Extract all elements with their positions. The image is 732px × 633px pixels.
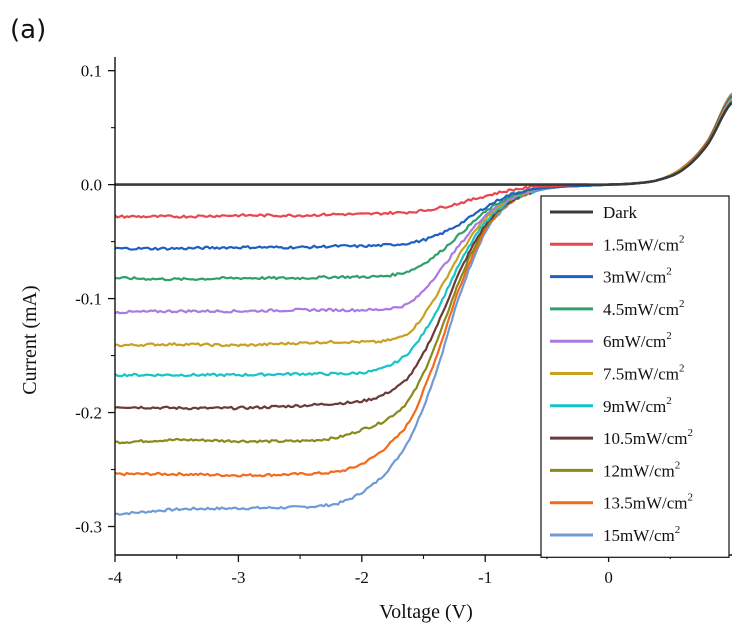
legend-label-sup: 2 <box>666 395 672 407</box>
x-axis-title: Voltage (V) <box>379 601 473 623</box>
legend-label-sup: 2 <box>675 524 681 536</box>
y-tick-label: -0.2 <box>75 404 102 423</box>
x-tick-label: -4 <box>108 568 123 587</box>
series-layer <box>115 92 732 516</box>
legend-label: 13.5mW/cm2 <box>603 492 693 513</box>
legend-label: Dark <box>603 203 637 222</box>
legend-label-sup: 2 <box>679 233 685 245</box>
x-tick-label: -1 <box>478 568 492 587</box>
y-axis-title: Current (mA) <box>19 285 41 394</box>
legend-label-sup: 2 <box>679 363 685 375</box>
legend-label: 7.5mW/cm2 <box>603 363 685 384</box>
legend-label: 6mW/cm2 <box>603 330 672 351</box>
legend-label-sup: 2 <box>675 459 681 471</box>
x-tick-label: -3 <box>231 568 245 587</box>
legend-label-sup: 2 <box>688 427 694 439</box>
legend-label-sup: 2 <box>679 298 685 310</box>
legend-label-sup: 2 <box>666 266 672 278</box>
legend-label: 15mW/cm2 <box>603 524 680 545</box>
series-line-0 <box>115 101 732 186</box>
legend-label: 10.5mW/cm2 <box>603 427 693 448</box>
legend-label: 9mW/cm2 <box>603 395 672 416</box>
legend-label-sup: 2 <box>688 492 694 504</box>
x-tick-label: -2 <box>355 568 369 587</box>
x-tick-label: 0 <box>604 568 613 587</box>
legend-label: 12mW/cm2 <box>603 459 680 480</box>
y-tick-label: -0.3 <box>75 518 102 537</box>
legend-label-sup: 2 <box>666 330 672 342</box>
legend-box <box>540 195 730 558</box>
y-tick-label: 0.1 <box>81 62 102 81</box>
panel-label: (a) <box>10 15 46 45</box>
y-tick-label: -0.1 <box>75 290 102 309</box>
legend-label: 3mW/cm2 <box>603 266 672 287</box>
legend-label: 4.5mW/cm2 <box>603 298 685 319</box>
legend-label: 1.5mW/cm2 <box>603 233 685 254</box>
y-tick-label: 0.0 <box>81 176 102 195</box>
legend: Dark 1.5mW/cm2 3mW/cm2 4.5mW/cm2 6mW/cm2 7.5m… <box>540 195 730 558</box>
